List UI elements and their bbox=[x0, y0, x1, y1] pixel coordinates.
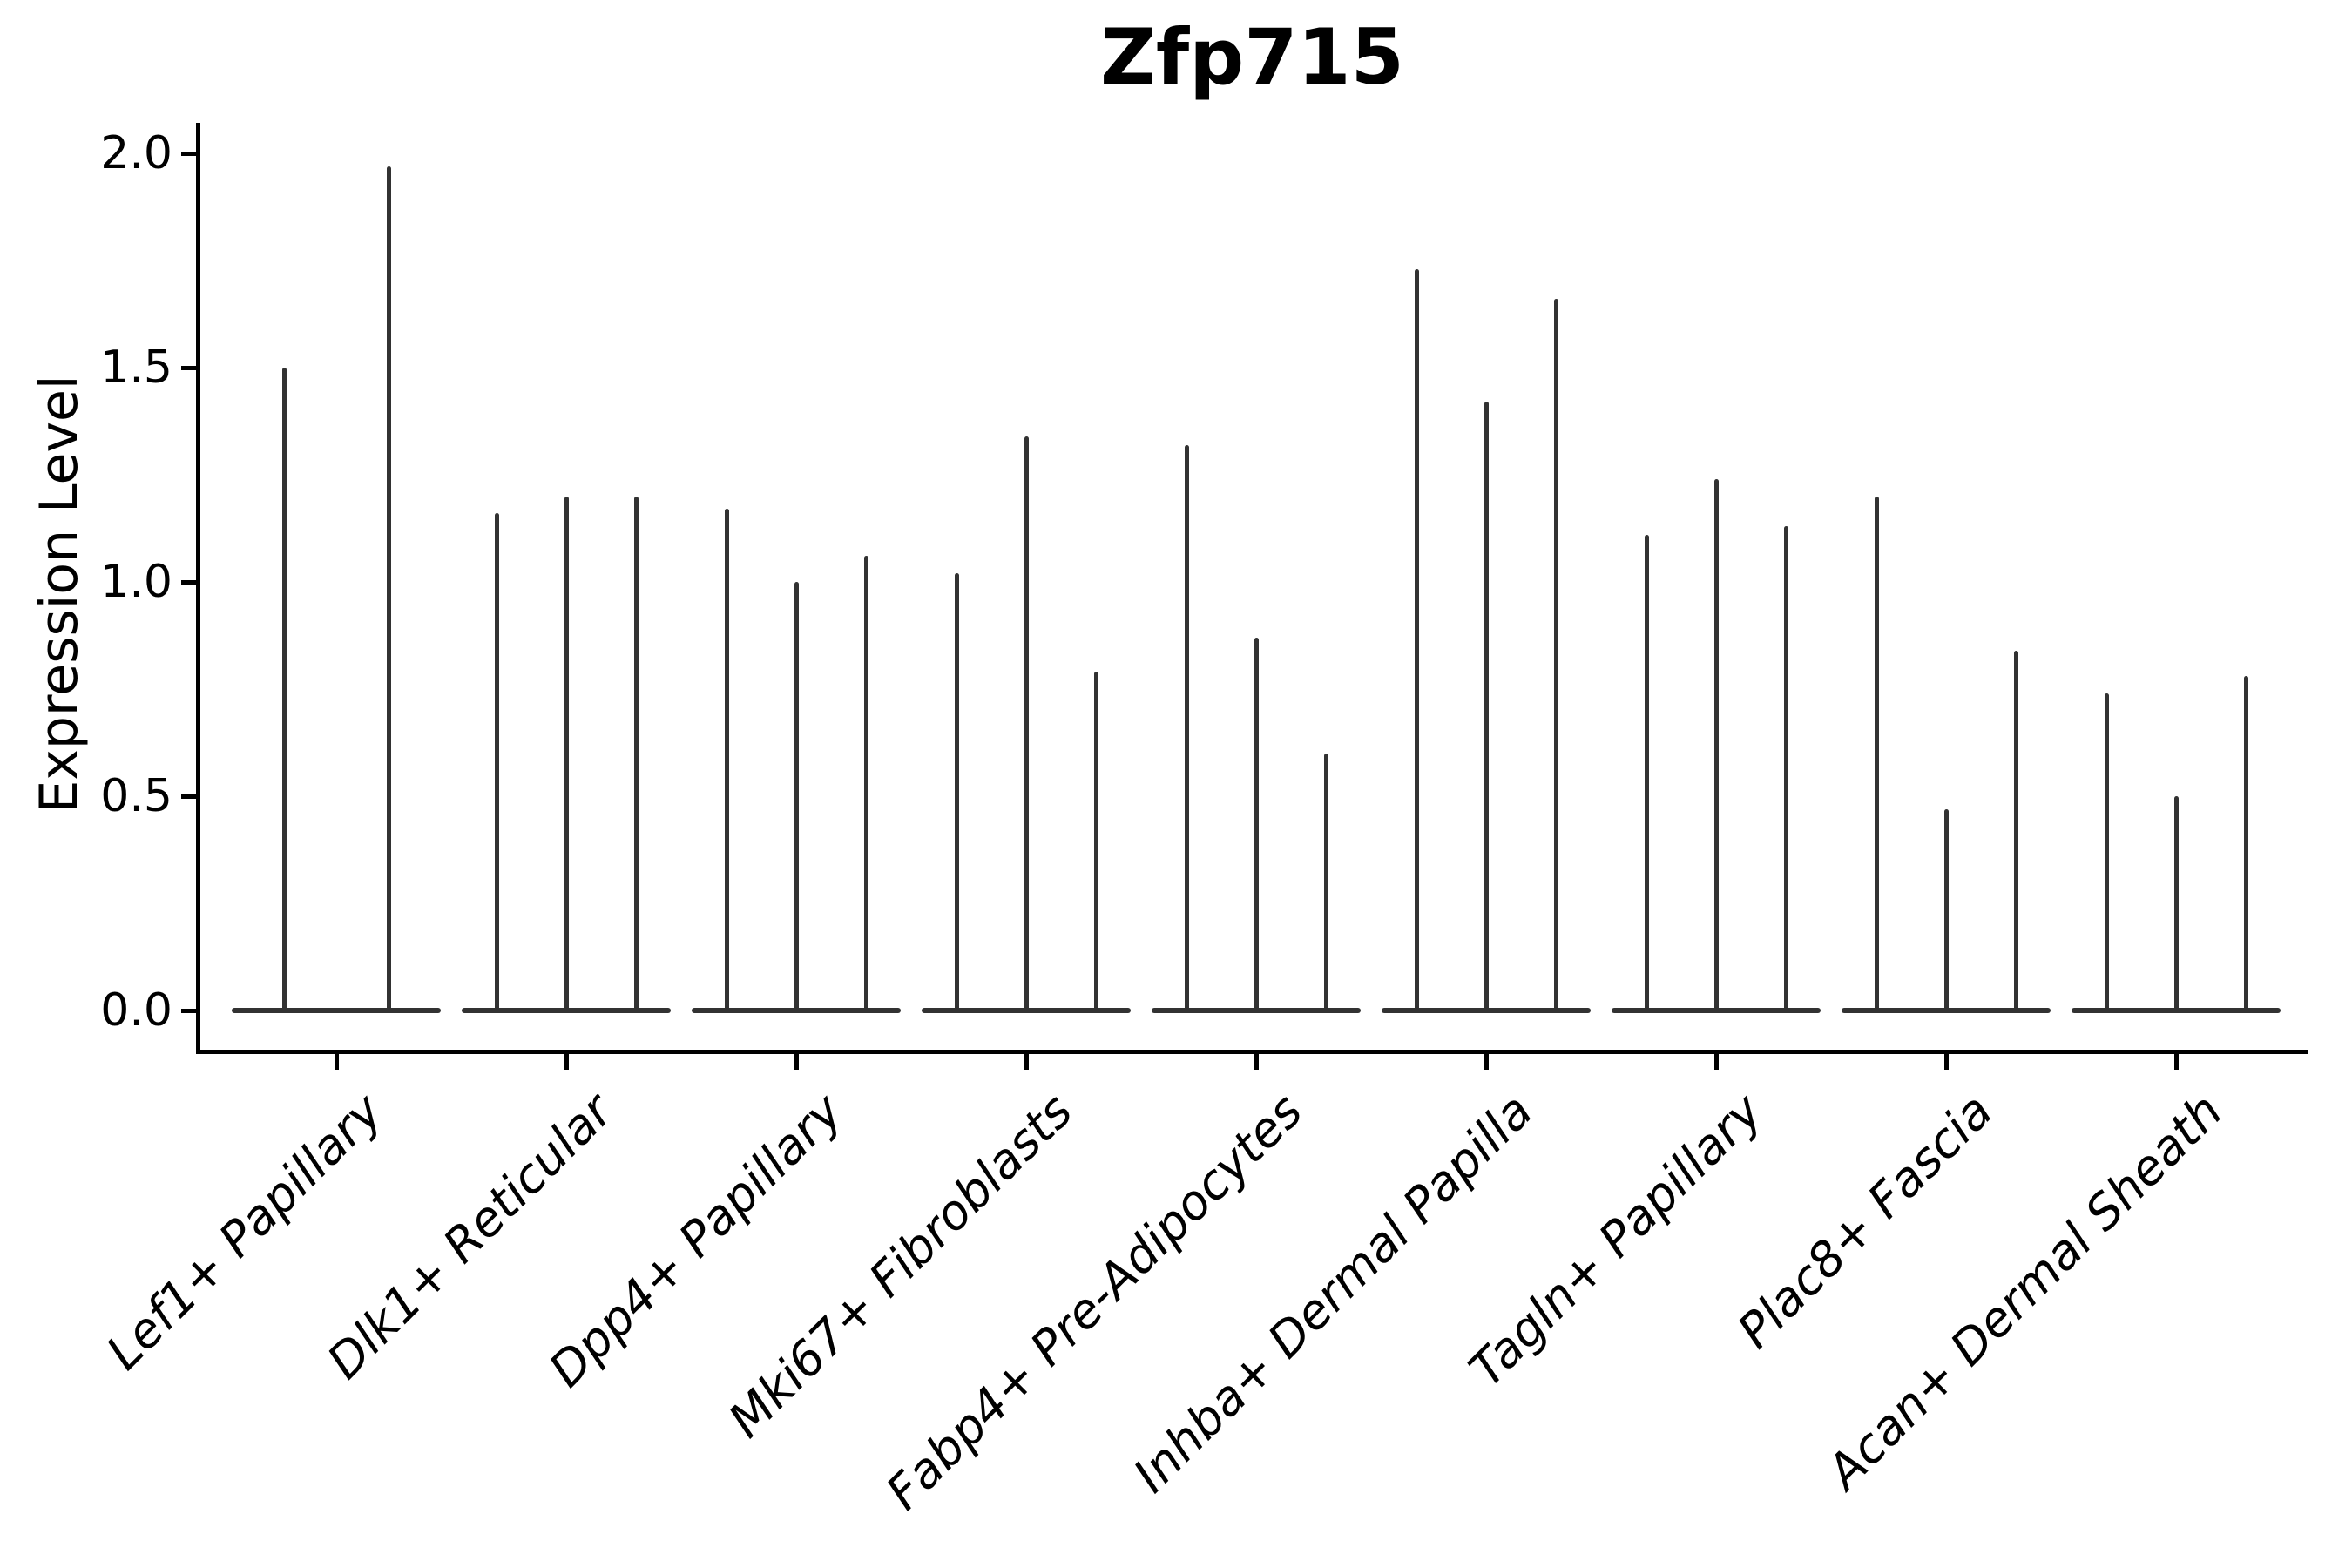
x-tick-mark bbox=[564, 1054, 569, 1070]
violin-spike bbox=[1324, 754, 1328, 1010]
violin-spike bbox=[1415, 269, 1419, 1010]
x-tick-mark bbox=[1714, 1054, 1719, 1070]
y-tick-mark bbox=[181, 580, 196, 585]
violin-spike bbox=[1714, 479, 1719, 1010]
violin-baseline bbox=[462, 1008, 671, 1013]
violin-baseline bbox=[692, 1008, 901, 1013]
y-tick-label: 2.0 bbox=[100, 127, 172, 179]
violin-spike bbox=[1484, 402, 1489, 1010]
violin-spike bbox=[495, 513, 499, 1010]
x-tick-mark bbox=[1024, 1054, 1029, 1070]
violin-spike bbox=[2105, 693, 2109, 1010]
violin-baseline bbox=[232, 1008, 441, 1013]
y-tick-label: 1.5 bbox=[100, 341, 172, 394]
violin-spike bbox=[1185, 445, 1189, 1010]
x-tick-mark bbox=[794, 1054, 799, 1070]
violin-spike bbox=[1024, 436, 1029, 1010]
violin-baseline bbox=[1152, 1008, 1361, 1013]
violin-spike bbox=[2174, 796, 2179, 1010]
y-tick-mark bbox=[181, 152, 196, 156]
violin-spike bbox=[1875, 497, 1879, 1010]
violin-baseline bbox=[1842, 1008, 2051, 1013]
violin-spike bbox=[1784, 526, 1788, 1010]
violin-spike bbox=[282, 368, 287, 1010]
x-category-label: Fabp4+ Pre-Adipocytes bbox=[875, 1083, 1314, 1521]
y-tick-mark bbox=[181, 794, 196, 799]
violin-spike bbox=[864, 556, 868, 1010]
x-tick-mark bbox=[1944, 1054, 1949, 1070]
violin-spike bbox=[2244, 676, 2248, 1010]
x-tick-mark bbox=[2174, 1054, 2179, 1070]
violin-spike bbox=[1645, 535, 1649, 1010]
y-tick-mark bbox=[181, 1009, 196, 1013]
y-tick-label: 0.5 bbox=[100, 770, 172, 822]
violin-spike bbox=[1944, 809, 1949, 1010]
page-title: Zfp715 bbox=[1100, 12, 1404, 102]
violin-baseline bbox=[1612, 1008, 1821, 1013]
x-tick-mark bbox=[1484, 1054, 1489, 1070]
x-tick-mark bbox=[335, 1054, 339, 1070]
violin-spike bbox=[564, 497, 569, 1010]
y-tick-label: 1.0 bbox=[100, 556, 172, 608]
plot-area bbox=[196, 123, 2308, 1054]
y-tick-mark bbox=[181, 366, 196, 370]
violin-spike bbox=[955, 573, 959, 1010]
x-category-label: Inhba+ Dermal Papilla bbox=[1122, 1083, 1544, 1504]
violin-spike bbox=[2014, 651, 2018, 1010]
violin-spike bbox=[387, 166, 391, 1010]
violin-baseline bbox=[922, 1008, 1131, 1013]
x-tick-mark bbox=[1254, 1054, 1259, 1070]
violin-baseline bbox=[1382, 1008, 1591, 1013]
violin-baseline bbox=[2072, 1008, 2281, 1013]
y-tick-label: 0.0 bbox=[100, 984, 172, 1037]
violin-spike bbox=[1554, 299, 1558, 1010]
violin-spike bbox=[1094, 672, 1098, 1010]
violin-spike bbox=[725, 509, 729, 1010]
x-category-label: Acan+ Dermal Sheath bbox=[1815, 1083, 2234, 1500]
violin-spike bbox=[794, 582, 799, 1010]
violin-spike bbox=[1254, 638, 1259, 1010]
violin-spike bbox=[634, 497, 639, 1010]
